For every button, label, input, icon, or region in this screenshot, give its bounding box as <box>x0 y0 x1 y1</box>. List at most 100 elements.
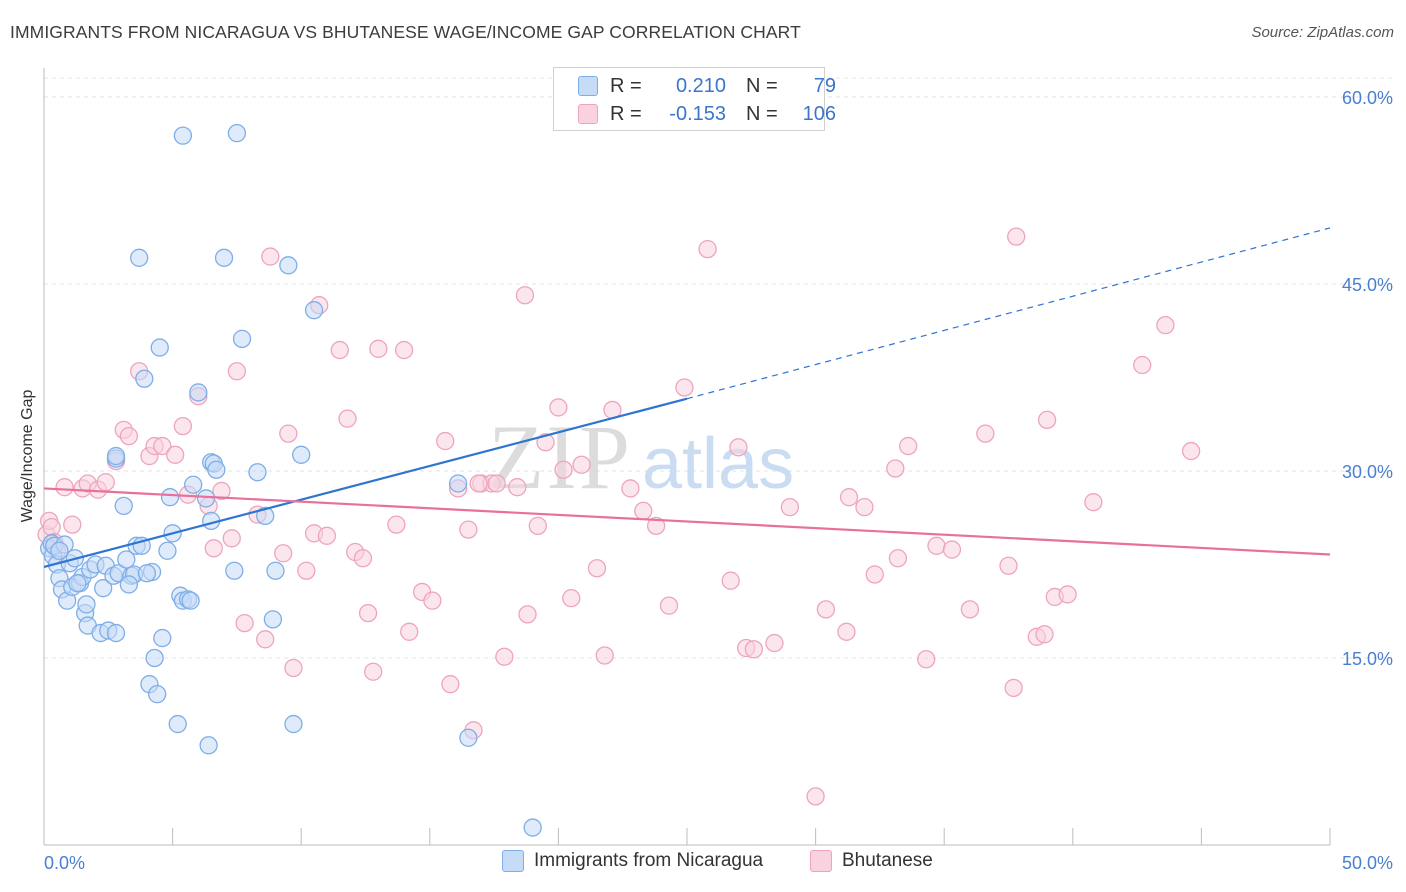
bhutanese-point <box>865 565 884 584</box>
bhutanese-point <box>1007 227 1026 246</box>
y-tick-label: 30.0% <box>1342 462 1393 482</box>
y-tick-label: 15.0% <box>1342 649 1393 669</box>
legend-swatch-nicaragua <box>578 76 598 96</box>
bhutanese-point <box>222 529 241 548</box>
n-label: N = <box>746 102 778 125</box>
bhutanese-point <box>487 474 506 493</box>
svg-text:atlas: atlas <box>642 424 794 504</box>
nicaragua-point <box>248 463 267 482</box>
tick-labels: 15.0% 30.0% 45.0% 60.0% 0.0% 50.0% <box>44 88 1393 873</box>
bhutanese-point <box>780 498 800 517</box>
bhutanese-point <box>153 436 172 456</box>
bhutanese-point <box>927 536 946 555</box>
bhutanese-point <box>284 658 303 678</box>
bhutanese-point <box>1037 410 1057 430</box>
nicaragua-point <box>106 446 126 466</box>
legend-item-nicaragua: Immigrants from Nicaragua <box>502 850 763 872</box>
y-tick-label: 60.0% <box>1342 88 1393 108</box>
nicaragua-point <box>77 595 96 614</box>
bhutanese-point <box>806 787 825 806</box>
nicaragua-point <box>117 550 136 569</box>
bhutanese-point <box>816 600 836 619</box>
r-label: R = <box>610 102 642 125</box>
nicaragua-trend-line <box>43 397 688 569</box>
nicaragua-point <box>181 591 200 610</box>
bhutanese-point <box>204 539 223 558</box>
nicaragua-points <box>39 90 581 837</box>
bhutanese-point <box>55 478 74 497</box>
stats-legend: R = 0.210 N = 79 R = -0.153 N = 106 <box>553 67 836 131</box>
nicaragua-point <box>263 610 283 629</box>
bhutanese-point <box>42 517 61 537</box>
bhutanese-point <box>235 613 254 633</box>
legend-row-bhutanese: R = -0.153 N = 106 <box>578 101 836 127</box>
bhutanese-point <box>899 436 918 456</box>
nicaragua-point <box>119 575 139 594</box>
bhutanese-point <box>459 520 478 539</box>
nicaragua-point <box>523 818 542 837</box>
bhutanese-point <box>1181 441 1201 461</box>
bhutanese-point <box>353 549 373 568</box>
bhutanese-point <box>1133 355 1152 375</box>
bhutanese-point <box>256 630 275 649</box>
bhutanese-point <box>595 646 614 665</box>
trend-lines <box>43 227 1331 569</box>
bhutanese-point <box>330 340 349 360</box>
nicaragua-point <box>158 541 177 560</box>
legend-swatch-bhutanese <box>810 850 832 872</box>
grid-lines <box>44 77 1392 659</box>
bhutanese-point <box>261 247 280 266</box>
nicaragua-point <box>207 460 226 479</box>
bhutanese-point <box>119 426 139 446</box>
x-tick-label-min: 0.0% <box>44 853 85 873</box>
nicaragua-point <box>284 714 303 734</box>
nicaragua-point <box>114 496 133 516</box>
bhutanese-point <box>423 591 442 610</box>
bhutanese-point <box>63 515 82 534</box>
nicaragua-point <box>304 301 324 320</box>
nicaragua-point <box>184 475 203 494</box>
bhutanese-point <box>698 239 717 259</box>
bhutanese-point <box>436 431 455 451</box>
bhutanese-point <box>554 460 573 479</box>
legend-row-nicaragua: R = 0.210 N = 79 <box>578 73 836 99</box>
bhutanese-point <box>562 589 581 608</box>
bhutanese-point <box>364 662 383 681</box>
nicaragua-point <box>173 126 193 145</box>
nicaragua-point <box>459 728 478 747</box>
bhutanese-point <box>1084 493 1103 512</box>
bhutanese-point <box>536 433 555 452</box>
bhutanese-point <box>387 515 406 534</box>
nicaragua-point <box>189 383 208 402</box>
bhutanese-point <box>549 398 568 417</box>
bhutanese-point <box>960 600 980 619</box>
x-tick-label-max: 50.0% <box>1342 853 1393 873</box>
bhutanese-point <box>839 488 859 507</box>
bhutanese-point <box>634 501 653 521</box>
bhutanese-point <box>721 571 740 590</box>
bhutanese-point <box>400 622 419 641</box>
bhutanese-point <box>508 478 527 497</box>
bhutanese-point <box>621 479 640 498</box>
bhutanese-trend-line <box>43 487 1331 556</box>
nicaragua-point <box>94 579 113 598</box>
nicaragua-point <box>50 541 69 560</box>
n-label: N = <box>746 74 778 97</box>
bhutanese-point <box>495 647 514 666</box>
nicaragua-point <box>214 248 234 267</box>
nicaragua-point <box>266 561 285 580</box>
axes <box>43 68 1331 846</box>
r-value-nicaragua: 0.210 <box>675 74 726 97</box>
legend-swatch-bhutanese <box>578 104 598 124</box>
bhutanese-point <box>317 526 337 545</box>
bhutanese-point <box>886 459 905 478</box>
bhutanese-point <box>358 603 378 623</box>
bhutanese-point <box>441 675 460 694</box>
bhutanese-point <box>855 498 874 517</box>
bhutanese-point <box>976 424 995 443</box>
nicaragua-point <box>145 648 164 668</box>
nicaragua-point <box>137 564 157 583</box>
bhutanese-point <box>274 544 293 563</box>
nicaragua-point <box>279 256 298 275</box>
